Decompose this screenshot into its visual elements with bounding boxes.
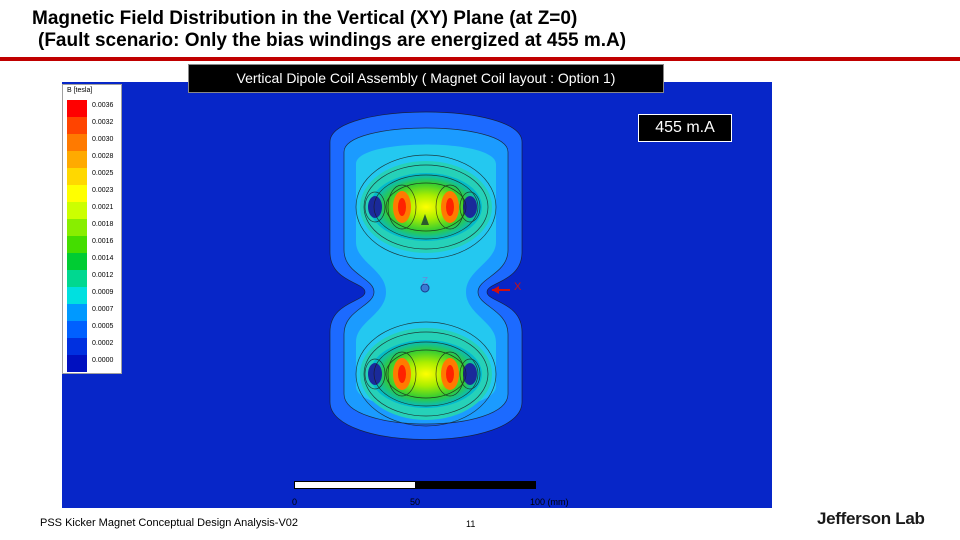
legend-swatch [67,100,87,117]
logo-text: Jefferson Lab [817,509,925,528]
legend-row: 0.0032 [67,117,121,134]
legend-swatch [67,287,87,304]
scale-label-0: 0 [292,497,298,507]
legend-value: 0.0016 [92,238,114,245]
legend-value: 0.0021 [92,204,114,211]
legend-row: 0.0023 [67,185,121,202]
legend-swatch [67,134,87,151]
legend-swatch [67,202,87,219]
legend-value: 0.0012 [92,272,114,279]
legend-row: 0.0012 [67,270,121,287]
legend-swatch [67,355,87,372]
legend-row: 0.0018 [67,219,121,236]
title-divider [0,57,960,61]
legend-value: 0.0023 [92,187,114,194]
legend-value: 0.0009 [92,289,114,296]
legend-value: 0.0002 [92,340,114,347]
slide-title: Magnetic Field Distribution in the Verti… [32,8,932,52]
figure-caption: Vertical Dipole Coil Assembly ( Magnet C… [188,64,664,93]
legend-row: 0.0014 [67,253,121,270]
legend-row: 0.0007 [67,304,121,321]
legend-value: 0.0005 [92,323,114,330]
z-axis-label: Z [422,276,428,287]
legend-row: 0.0009 [67,287,121,304]
legend-row: 0.0002 [67,338,121,355]
legend-row: 0.0028 [67,151,121,168]
legend-value: 0.0014 [92,255,114,262]
legend-value: 0.0007 [92,306,114,313]
legend-swatch [67,270,87,287]
legend-value: 0.0018 [92,221,114,228]
legend-value: 0.0025 [92,170,114,177]
field-contour-plot: Z X [329,111,523,440]
legend-swatch [67,236,87,253]
field-plot: Z X [62,82,772,508]
legend-value: 0.0028 [92,153,114,160]
legend-row: 0.0005 [67,321,121,338]
jefferson-lab-logo: Jefferson Lab [817,509,927,535]
legend-row: 0.0030 [67,134,121,151]
legend-swatch [67,338,87,355]
scale-label-50: 50 [410,497,421,507]
legend-row: 0.0000 [67,355,121,372]
legend-swatch [67,253,87,270]
legend-row: 0.0021 [67,202,121,219]
scale-bar [294,481,536,489]
title-line-2: (Fault scenario: Only the bias windings … [38,30,627,51]
current-label: 455 m.A [638,114,732,142]
legend-row: 0.0036 [67,100,121,117]
legend-swatch [67,304,87,321]
legend-value: 0.0000 [92,357,114,364]
page-number: 11 [466,519,476,529]
color-legend: B [tesla] 0.0036 0.0032 0.0030 0.0028 0.0025… [62,84,122,374]
x-axis-label: X [514,281,522,293]
legend-title: B [tesla] [67,87,93,94]
legend-swatch [67,117,87,134]
legend-swatch [67,219,87,236]
footer-document-title: PSS Kicker Magnet Conceptual Design Anal… [40,517,299,529]
legend-row: 0.0016 [67,236,121,253]
scale-label-100: 100 (mm) [530,497,569,507]
legend-swatch [67,168,87,185]
legend-swatch [67,151,87,168]
legend-value: 0.0036 [92,102,114,109]
legend-value: 0.0030 [92,136,114,143]
legend-row: 0.0025 [67,168,121,185]
legend-swatch [67,321,87,338]
legend-swatch [67,185,87,202]
title-line-1: Magnetic Field Distribution in the Verti… [32,8,578,29]
legend-value: 0.0032 [92,119,114,126]
